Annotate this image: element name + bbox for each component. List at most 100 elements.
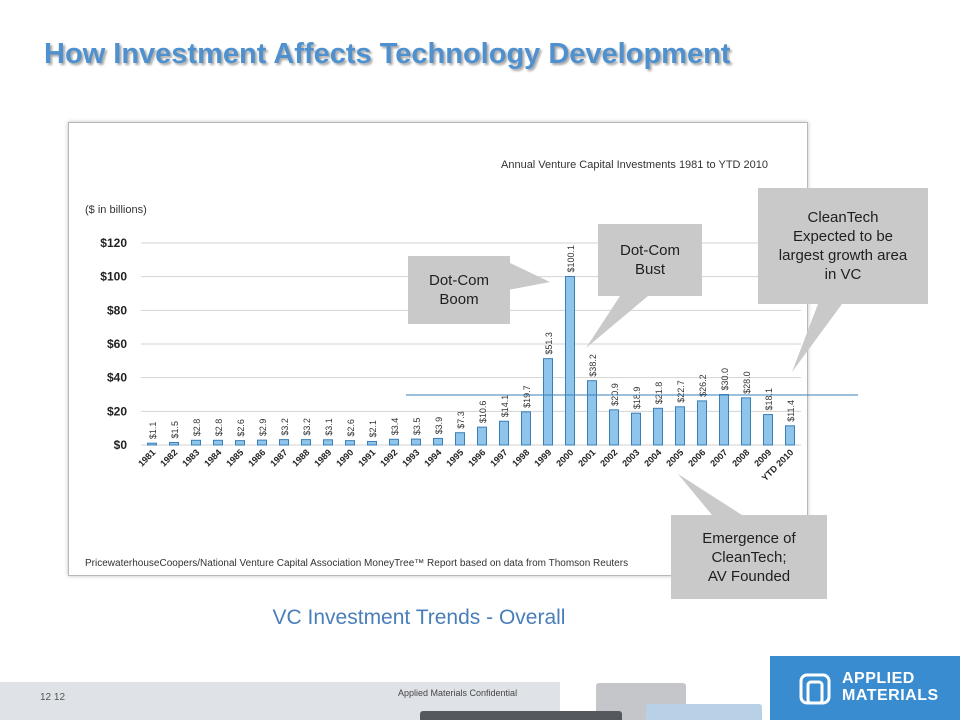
bar	[697, 400, 707, 446]
bar-value-label: $2.6	[236, 419, 246, 437]
x-tick-label: 1996	[466, 447, 487, 468]
callout-emergence-of-cleantech: Emergence of CleanTech; AV Founded	[671, 515, 827, 599]
page-number: 12 12	[40, 692, 66, 703]
bar-value-label: $11.4	[786, 400, 796, 422]
x-tick-label: 2006	[686, 447, 707, 468]
y-tick-label: $120	[100, 236, 127, 250]
bar-value-label: $1.1	[148, 422, 158, 440]
bar	[477, 426, 487, 446]
bar	[763, 414, 773, 446]
bar-value-label: $3.2	[280, 418, 290, 436]
bar	[389, 438, 399, 446]
confidential-notice: Applied Materials Confidential	[398, 688, 518, 698]
bar-value-label: $2.1	[368, 420, 378, 438]
bar-value-label: $20.9	[610, 383, 620, 406]
applied-materials-logo-icon	[799, 673, 831, 705]
bar	[411, 438, 421, 446]
x-tick-label: 2003	[620, 447, 641, 468]
callout-dot-com-boom: Dot-Com Boom	[408, 256, 510, 324]
bar	[235, 440, 245, 446]
x-tick-label: 2005	[664, 447, 685, 468]
x-tick-label: 1994	[422, 447, 443, 468]
chart-source-note: PricewaterhouseCoopers/National Venture …	[85, 558, 628, 569]
callout-dot-com-bust: Dot-Com Bust	[598, 224, 702, 296]
x-tick-label: 1987	[268, 447, 289, 468]
bar	[587, 380, 597, 446]
bar	[521, 411, 531, 446]
x-tick-label: 1992	[378, 447, 399, 468]
chart-units-label: ($ in billions)	[85, 204, 147, 216]
bar-value-label: $18.9	[632, 387, 642, 410]
bar-value-label: $1.5	[170, 421, 180, 439]
bar	[719, 394, 729, 446]
bar	[257, 439, 267, 446]
x-tick-label: 1989	[312, 447, 333, 468]
bar	[543, 358, 553, 446]
bar	[433, 437, 443, 446]
x-tick-label: 2007	[708, 447, 729, 468]
bar	[565, 275, 575, 446]
chart-title: Annual Venture Capital Investments 1981 …	[501, 159, 768, 171]
x-tick-label: 1983	[180, 447, 201, 468]
y-tick-label: $20	[107, 404, 127, 418]
bar-value-label: $38.2	[588, 354, 598, 377]
x-tick-label: 1997	[488, 447, 509, 468]
bar-value-label: $3.2	[302, 418, 312, 436]
bar	[631, 412, 641, 446]
bar-value-label: $21.8	[654, 382, 664, 405]
bar-value-label: $2.8	[192, 419, 202, 437]
bar-value-label: $3.9	[434, 417, 444, 435]
y-tick-label: $0	[114, 438, 128, 452]
chart-caption: VC Investment Trends - Overall	[272, 606, 566, 629]
bar-value-label: $2.9	[258, 419, 268, 437]
bar-value-label: $2.6	[346, 419, 356, 437]
bar	[191, 439, 201, 446]
bar-value-label: $10.6	[478, 401, 488, 424]
x-tick-label: 2000	[554, 447, 575, 468]
x-tick-label: 1985	[224, 447, 245, 468]
x-tick-label: 1982	[158, 447, 179, 468]
bar-value-label: $51.3	[544, 332, 554, 355]
bar-value-label: $19.7	[522, 385, 532, 408]
x-tick-label: 1988	[290, 447, 311, 468]
x-tick-label: 1993	[400, 447, 421, 468]
bar	[301, 439, 311, 446]
bar-value-label: $22.7	[676, 380, 686, 403]
bar	[609, 409, 619, 446]
x-tick-label: 1998	[510, 447, 531, 468]
y-tick-label: $60	[107, 337, 127, 351]
x-tick-label: 2001	[576, 447, 597, 468]
y-tick-label: $80	[107, 303, 127, 317]
x-tick-label: 1984	[202, 447, 223, 468]
bar-value-label: $2.8	[214, 419, 224, 437]
slide-title: How Investment Affects Technology Develo…	[44, 38, 731, 70]
bar	[455, 432, 465, 446]
bar-value-label: $14.1	[500, 395, 510, 418]
bar	[653, 407, 663, 446]
x-tick-label: 1999	[532, 447, 553, 468]
bar	[785, 425, 795, 446]
bar-value-label: $7.3	[456, 411, 466, 429]
bar-value-label: $26.2	[698, 374, 708, 397]
bar	[169, 441, 179, 446]
x-tick-label: 1981	[136, 447, 157, 468]
bar	[345, 440, 355, 446]
bar-value-label: $3.5	[412, 418, 422, 436]
x-tick-label: 1995	[444, 447, 465, 468]
footer-decoration-light-blue	[646, 704, 762, 720]
x-tick-label: 2002	[598, 447, 619, 468]
bar-value-label: $30.0	[720, 368, 730, 391]
bar	[147, 442, 157, 446]
bar	[499, 420, 509, 446]
bar-value-label: $28.0	[742, 371, 752, 394]
x-tick-label: 1990	[334, 447, 355, 468]
y-tick-label: $40	[107, 371, 127, 385]
bar-value-label: $18.1	[764, 388, 774, 411]
logo-wordmark: APPLIED MATERIALS	[842, 670, 939, 704]
x-tick-label: 2004	[642, 447, 663, 468]
callout-cleantech-expected: CleanTech Expected to be largest growth …	[758, 188, 928, 304]
x-tick-label: 1986	[246, 447, 267, 468]
applied-materials-logo: APPLIED MATERIALS	[770, 656, 960, 720]
bar-value-label: $3.4	[390, 418, 400, 436]
x-tick-label: 1991	[356, 447, 377, 468]
